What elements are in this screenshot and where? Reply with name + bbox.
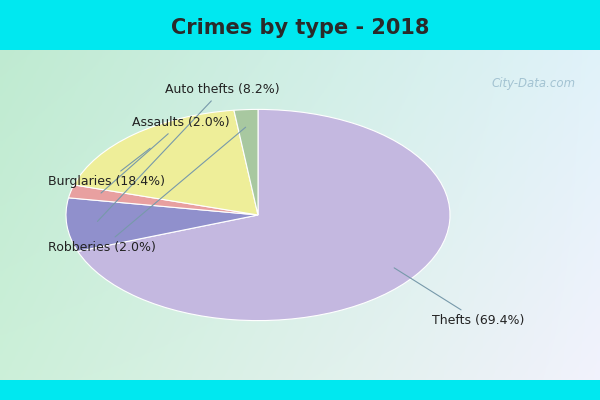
Wedge shape — [78, 109, 450, 320]
Text: Burglaries (18.4%): Burglaries (18.4%) — [48, 148, 165, 188]
Text: Robberies (2.0%): Robberies (2.0%) — [48, 127, 245, 254]
Wedge shape — [234, 109, 258, 215]
Text: Crimes by type - 2018: Crimes by type - 2018 — [171, 18, 429, 38]
Wedge shape — [68, 185, 258, 215]
Wedge shape — [66, 198, 258, 251]
Text: Assaults (2.0%): Assaults (2.0%) — [101, 116, 230, 193]
Text: Auto thefts (8.2%): Auto thefts (8.2%) — [97, 83, 280, 222]
Text: Thefts (69.4%): Thefts (69.4%) — [394, 268, 524, 327]
Text: City-Data.com: City-Data.com — [492, 76, 576, 90]
Wedge shape — [74, 110, 258, 215]
